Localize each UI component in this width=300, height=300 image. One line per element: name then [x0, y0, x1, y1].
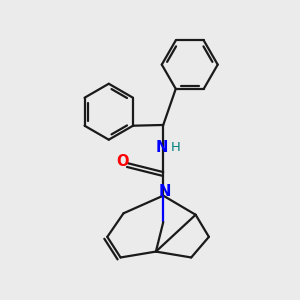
Text: H: H	[171, 141, 181, 154]
Text: N: N	[156, 140, 168, 155]
Text: N: N	[158, 184, 171, 199]
Text: O: O	[116, 154, 128, 169]
